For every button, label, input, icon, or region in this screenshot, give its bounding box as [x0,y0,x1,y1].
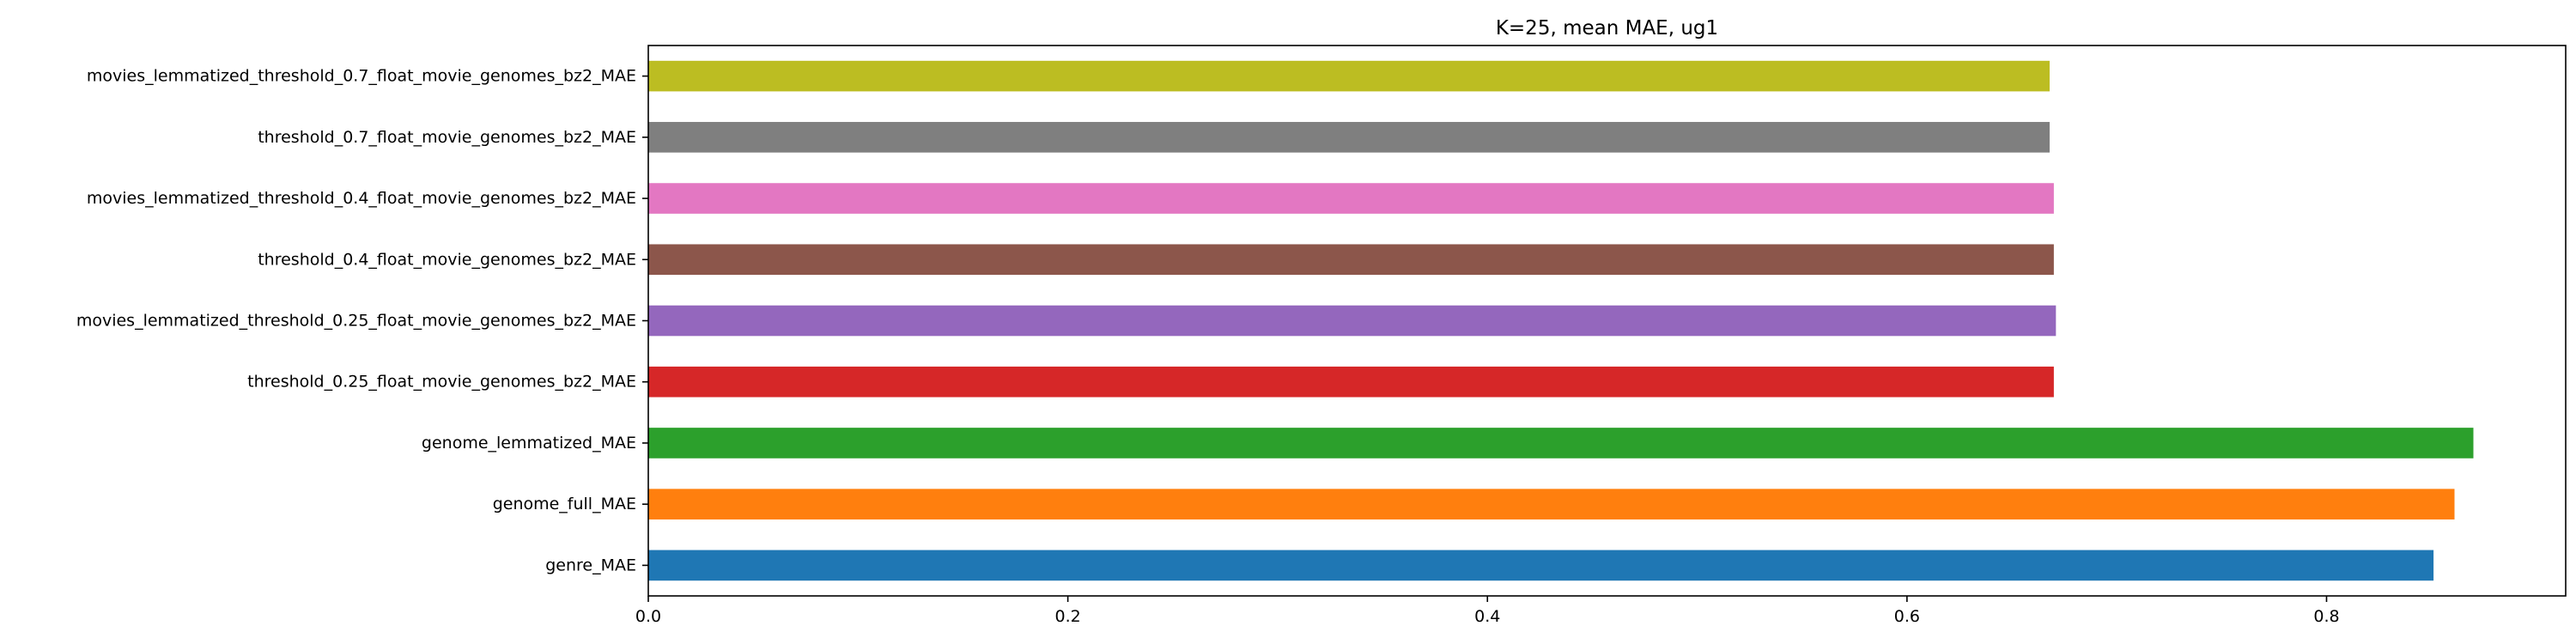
x-tick-label: 0.6 [1894,607,1920,626]
x-tick-label: 0.4 [1474,607,1500,626]
x-tick-label: 0.0 [635,607,661,626]
x-axis: 0.0 0.2 0.4 0.6 0.8 [635,596,2340,626]
y-tick-label: threshold_0.7_float_movie_genomes_bz2_MA… [258,128,636,147]
y-tick-label: threshold_0.25_float_movie_genomes_bz2_M… [247,373,636,392]
bar-movies_lemmatized_threshold_0.4_float_movie_genomes_bz2_MAE [648,183,2054,214]
bar-threshold_0.7_float_movie_genomes_bz2_MAE [648,122,2050,153]
y-tick-label: movies_lemmatized_threshold_0.7_float_mo… [87,67,636,86]
bar-movies_lemmatized_threshold_0.25_float_movie_genomes_bz2_MAE [648,305,2057,337]
chart-title: K=25, mean MAE, ug1 [1496,17,1718,39]
bar-genre_MAE [648,550,2434,581]
y-tick-label: genome_full_MAE [493,495,636,513]
y-tick-label: genre_MAE [545,556,636,574]
bar-genome_lemmatized_MAE [648,428,2474,459]
bar-genome_full_MAE [648,489,2455,519]
y-tick-label: threshold_0.4_float_movie_genomes_bz2_MA… [258,250,636,269]
bar-threshold_0.25_float_movie_genomes_bz2_MAE [648,366,2054,398]
y-tick-label: movies_lemmatized_threshold_0.4_float_mo… [87,189,636,208]
y-axis: genre_MAE genome_full_MAE genome_lemmatize… [76,67,648,574]
bar-threshold_0.4_float_movie_genomes_bz2_MAE [648,244,2054,276]
x-tick-label: 0.8 [2313,607,2339,626]
bars-group [648,60,2474,581]
bar-movies_lemmatized_threshold_0.7_float_movie_genomes_bz2_MAE [648,60,2050,92]
x-tick-label: 0.2 [1055,607,1081,626]
plot-frame [647,45,2567,597]
y-tick-label: genome_lemmatized_MAE [422,434,636,453]
y-tick-label: movies_lemmatized_threshold_0.25_float_m… [76,312,636,331]
